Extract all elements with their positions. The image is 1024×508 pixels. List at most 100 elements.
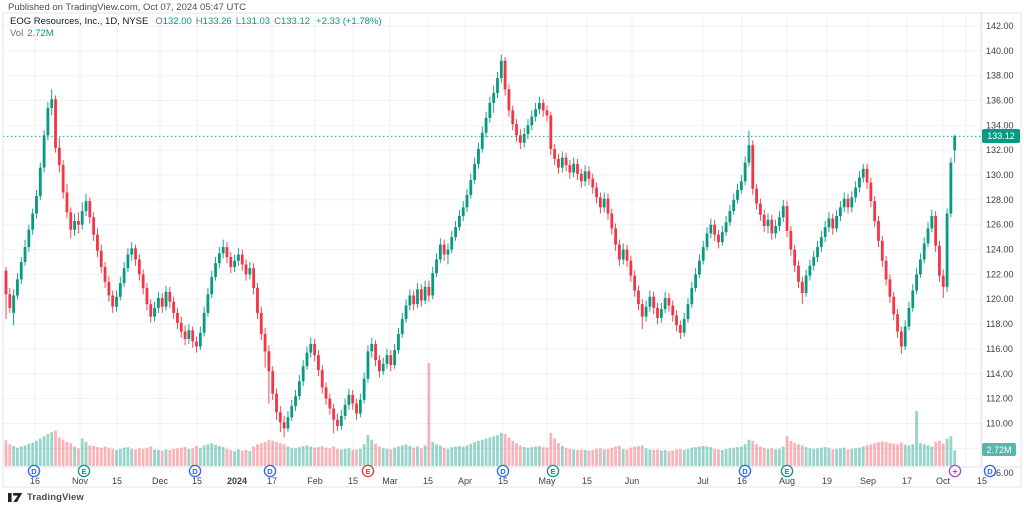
ohlc-close: C133.12 — [274, 16, 311, 27]
volume-bar — [366, 435, 370, 466]
volume-bar — [518, 445, 522, 466]
volume-bar — [12, 445, 16, 466]
candle-body — [400, 319, 404, 335]
candle-body — [576, 163, 579, 174]
volume-bar — [286, 446, 290, 466]
volume-bar — [23, 445, 27, 466]
candle-body — [503, 60, 507, 90]
volume-bar — [217, 445, 221, 466]
candle-body — [816, 247, 819, 258]
candle-body — [183, 331, 187, 339]
time-tick-label: 2024 — [227, 476, 247, 486]
candle-body — [332, 408, 336, 420]
volume-bar — [591, 449, 595, 466]
candle-body — [621, 249, 625, 260]
candle-body — [808, 265, 812, 276]
volume-bar — [477, 440, 480, 466]
dividend-marker-icon[interactable] — [738, 464, 752, 478]
volume-bar — [69, 443, 73, 466]
candle-body — [812, 257, 816, 266]
dividend-marker-icon[interactable] — [983, 464, 997, 478]
candle-body — [637, 290, 640, 305]
price-tick-label: 134.00 — [986, 120, 1014, 130]
earnings_up-marker-icon[interactable] — [780, 464, 794, 478]
volume-bar — [770, 448, 774, 466]
price-tick-label: 132.00 — [986, 145, 1014, 155]
candle-body — [347, 394, 351, 405]
dividend-marker-icon[interactable] — [496, 464, 510, 478]
dividend-marker-icon[interactable] — [27, 464, 41, 478]
time-tick-label: 15 — [977, 476, 987, 486]
volume-bar — [698, 446, 701, 466]
dividend-marker-label: D — [987, 467, 993, 476]
candle-body — [473, 163, 477, 181]
candle-body — [793, 249, 797, 266]
volume-bar — [861, 446, 865, 466]
candle-body — [831, 218, 835, 229]
candle-body — [256, 288, 259, 313]
candle-body — [846, 198, 850, 208]
volume-bar — [57, 437, 61, 466]
candle-body — [244, 264, 248, 275]
candle-body — [408, 295, 412, 306]
time-scale[interactable]: 16 Nov 15 Dec 15 2024 17 Feb 15 Mar 15 Apr 15 May 15 Ju… — [30, 476, 987, 486]
volume-bar — [701, 445, 705, 466]
volume-bar — [438, 445, 442, 466]
volume-bar — [446, 448, 450, 466]
candle-body — [797, 265, 800, 282]
candle-body — [176, 312, 179, 323]
volume-bar — [899, 442, 903, 466]
tradingview-attribution[interactable]: TradingView — [8, 492, 84, 503]
volume-bar — [301, 445, 305, 466]
volume-bar — [358, 448, 362, 466]
time-tick-label: Jul — [697, 476, 709, 486]
time-tick-label: 19 — [822, 476, 832, 486]
candle-body — [915, 274, 918, 291]
price-tick-label: 120.00 — [986, 294, 1014, 304]
earnings_up-marker-icon[interactable] — [77, 464, 91, 478]
time-tick-label: 16 — [30, 476, 40, 486]
earnings_up-marker-icon[interactable] — [546, 464, 560, 478]
candle-body — [233, 260, 236, 267]
volume-bar — [145, 447, 149, 466]
volume-bar — [355, 449, 358, 466]
volume-bar — [953, 450, 957, 466]
candle-body — [210, 276, 214, 295]
volume-bar — [941, 443, 945, 466]
volume-bar — [442, 447, 446, 466]
volume-bar — [747, 439, 751, 466]
volume-bar — [557, 443, 560, 466]
candle-body — [751, 145, 755, 189]
volume-bar — [614, 446, 617, 466]
candle-body — [602, 198, 606, 208]
earnings_down-marker-icon[interactable] — [361, 464, 375, 478]
event_plus-marker-icon[interactable] — [948, 464, 962, 478]
volume-bar — [377, 446, 381, 466]
candle-body — [747, 145, 751, 163]
volume-bar — [183, 447, 187, 466]
candle-body — [370, 343, 374, 352]
dividend-marker-icon[interactable] — [188, 464, 202, 478]
candle-body — [880, 240, 884, 261]
candle-body — [57, 147, 61, 166]
time-tick-label: Jun — [625, 476, 640, 486]
candle-body — [31, 213, 35, 230]
candle-body — [187, 330, 191, 339]
dividend-marker-icon[interactable] — [263, 464, 277, 478]
candle-body — [522, 134, 526, 143]
volume-bar — [370, 439, 374, 466]
candle-body — [842, 198, 846, 208]
price-scale[interactable]: 142.00 140.00 138.00 136.00 134.00 132.00 130.… — [986, 21, 1014, 478]
candle-body — [99, 250, 103, 267]
candle-body — [46, 107, 50, 136]
volume-bar — [149, 446, 153, 466]
candle-body — [869, 182, 873, 202]
volume-bar — [915, 411, 918, 466]
candle-body — [320, 370, 324, 388]
time-tick-label: 17 — [267, 476, 277, 486]
candle-body — [317, 355, 320, 371]
volume-bar — [808, 448, 812, 466]
volume-bar — [503, 433, 507, 466]
candle-body — [240, 254, 244, 265]
